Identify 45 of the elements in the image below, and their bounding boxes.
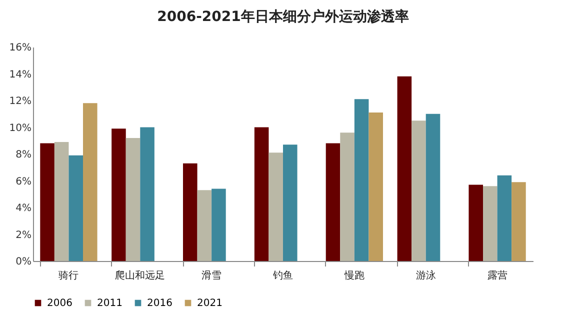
y-tick-label: 10% bbox=[9, 122, 32, 134]
legend-label: 2006 bbox=[47, 298, 72, 309]
bar bbox=[140, 127, 154, 261]
bar bbox=[197, 190, 212, 261]
bar bbox=[397, 76, 412, 261]
y-tick-label: 8% bbox=[16, 150, 32, 160]
bar bbox=[68, 155, 83, 261]
bar bbox=[54, 142, 69, 261]
bar bbox=[483, 186, 498, 261]
x-tick-label: 慢跑 bbox=[343, 270, 364, 282]
x-tick-label: 骑行 bbox=[58, 270, 79, 282]
bar bbox=[354, 99, 369, 261]
legend-label: 2011 bbox=[97, 298, 122, 309]
bar bbox=[254, 127, 269, 261]
chart-title: 2006-2021年日本细分户外运动渗透率 bbox=[157, 8, 409, 25]
bar bbox=[326, 143, 340, 261]
x-tick-label: 钓鱼 bbox=[272, 270, 293, 282]
x-tick-label: 爬山和远足 bbox=[115, 270, 166, 282]
bar bbox=[368, 112, 383, 261]
bar bbox=[512, 182, 526, 261]
bar bbox=[340, 132, 354, 261]
bar bbox=[212, 188, 226, 261]
bar bbox=[83, 103, 98, 261]
x-tick-label: 滑雪 bbox=[202, 270, 222, 282]
bar bbox=[126, 138, 140, 261]
y-tick-label: 12% bbox=[9, 96, 32, 107]
bar bbox=[40, 143, 54, 261]
bar bbox=[183, 163, 198, 261]
y-tick-label: 0% bbox=[16, 256, 32, 268]
y-tick-label: 6% bbox=[16, 176, 32, 188]
bar bbox=[497, 175, 512, 261]
y-tick-label: 16% bbox=[9, 42, 32, 54]
y-tick-label: 2% bbox=[16, 230, 32, 241]
bar bbox=[112, 128, 126, 261]
x-tick-label: 游泳 bbox=[416, 270, 436, 282]
bar bbox=[412, 120, 426, 261]
legend-label: 2021 bbox=[197, 298, 222, 309]
bar bbox=[468, 184, 483, 261]
legend-label: 2016 bbox=[147, 298, 172, 309]
bar bbox=[283, 144, 298, 261]
x-tick-label: 露营 bbox=[487, 270, 508, 282]
bar bbox=[426, 114, 440, 261]
bar bbox=[268, 152, 283, 261]
y-tick-label: 14% bbox=[9, 69, 32, 80]
y-tick-label: 4% bbox=[16, 203, 32, 214]
